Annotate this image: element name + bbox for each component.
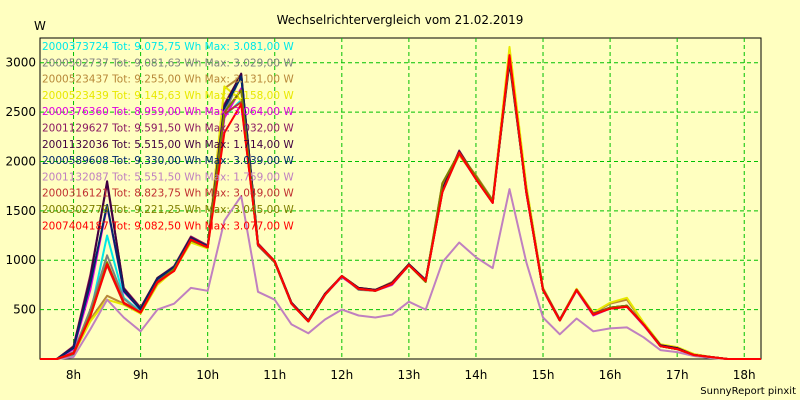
legend-entry-2000502737: 2000502737 Tot: 9.081,63 Wh Max: 3.029,0… bbox=[42, 57, 294, 69]
x-tick-label: 12h bbox=[330, 368, 353, 382]
series-line-2007404187 bbox=[40, 54, 761, 360]
y-tick-label: 2000 bbox=[5, 154, 36, 168]
x-tick-label: 11h bbox=[263, 368, 286, 382]
legend-entry-2001132087: 2001132087 Tot: 5.551,50 Wh Max: 1.759,0… bbox=[42, 171, 294, 183]
x-tick-label: 17h bbox=[666, 368, 689, 382]
plot-area: 500 1000 1500 2000 2500 3000 8h 9h 10h 11h 12h 13h 1… bbox=[5, 37, 762, 382]
legend-entry-2001132036: 2001132036 Tot: 5.515,00 Wh Max: 1.714,0… bbox=[42, 139, 294, 151]
series-line-2001132087 bbox=[40, 188, 761, 360]
x-tick-label: 13h bbox=[397, 368, 420, 382]
chart-title: Wechselrichtervergleich vom 21.02.2019 bbox=[277, 13, 524, 27]
legend-entry-2000302779: 2000302779 Tot: 9.221,25 Wh Max: 3.045,0… bbox=[42, 204, 294, 216]
legend-entry-2000316121: 2000316121 Tot: 8.823,75 Wh Max: 3.049,0… bbox=[42, 188, 294, 200]
x-tick-label: 8h bbox=[66, 368, 81, 382]
legend-entry-2001129627: 2001129627 Tot: 9.591,50 Wh Max: 3.032,0… bbox=[42, 123, 294, 135]
y-axis-unit: W bbox=[34, 19, 46, 33]
legend-entry-2000523437: 2000523437 Tot: 9.255,00 Wh Max: 3.131,0… bbox=[42, 74, 294, 86]
x-tick-label: 18h bbox=[733, 368, 756, 382]
y-tick-label: 2500 bbox=[5, 105, 36, 119]
x-tick-label: 9h bbox=[133, 368, 148, 382]
x-tick-label: 14h bbox=[465, 368, 488, 382]
plot-frame bbox=[39, 37, 762, 360]
y-tick-label: 500 bbox=[13, 303, 36, 317]
y-tick-label: 1500 bbox=[5, 204, 36, 218]
legend-entry-2000523439: 2000523439 Tot: 9.145,63 Wh Max: 3.158,0… bbox=[42, 90, 294, 102]
legend-entry-2000373724: 2000373724 Tot: 9.075,75 Wh Max: 3.081,0… bbox=[42, 41, 294, 53]
y-tick-label: 3000 bbox=[5, 56, 36, 70]
x-tick-label: 15h bbox=[532, 368, 555, 382]
x-tick-label: 10h bbox=[196, 368, 219, 382]
legend-entry-2000376360: 2000376360 Tot: 8.959,00 Wh Max: 3.064,0… bbox=[42, 106, 294, 118]
legend-entry-2000589608: 2000589608 Tot: 9.330,00 Wh Max: 3.039,0… bbox=[42, 155, 294, 167]
y-tick-label: 1000 bbox=[5, 253, 36, 267]
legend-entry-2007404187: 2007404187 Tot: 9.082,50 Wh Max: 3.077,0… bbox=[42, 220, 294, 232]
x-tick-label: 16h bbox=[599, 368, 622, 382]
footer-credit: SunnyReport pinxit bbox=[700, 386, 796, 397]
